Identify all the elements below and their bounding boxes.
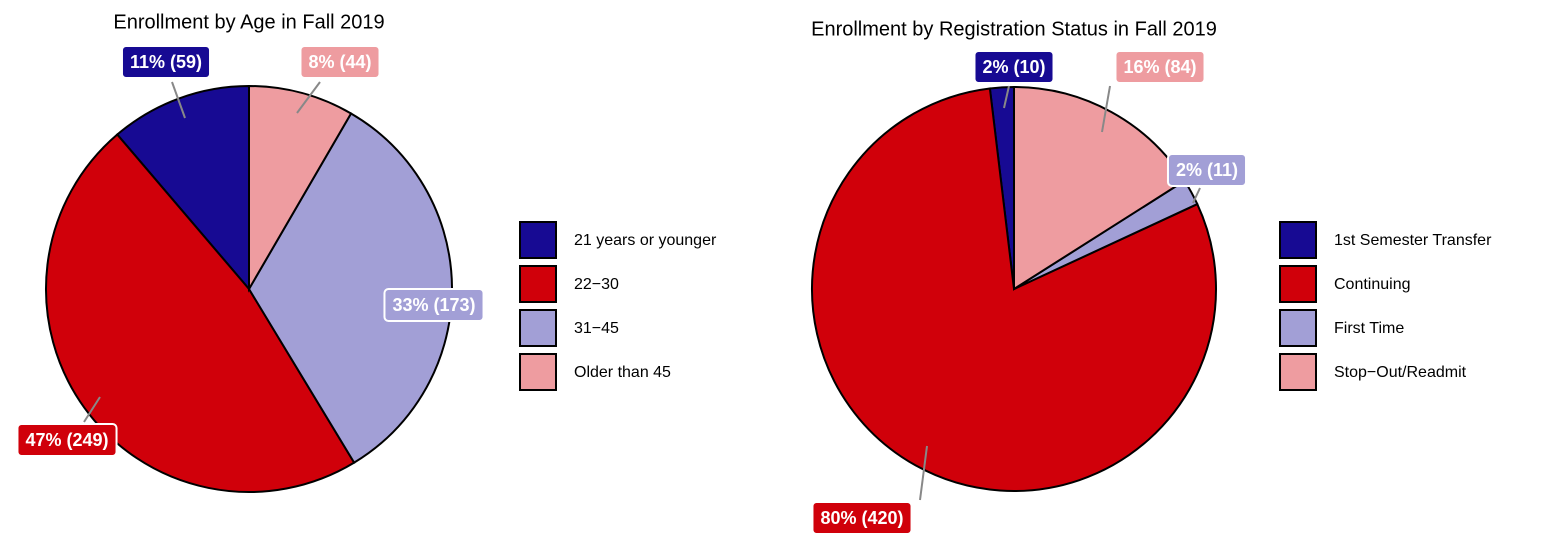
data-label: 2% (11) [1166, 153, 1248, 187]
label-box [1114, 50, 1206, 84]
label-text: 2% (10) [982, 57, 1045, 77]
label-box [16, 423, 118, 457]
leader-line [296, 81, 321, 114]
label-text: 80% (420) [820, 508, 903, 528]
label-text: 8% (44) [308, 52, 371, 72]
legend-swatch [519, 309, 557, 347]
label-box [120, 45, 212, 79]
data-label: 47% (249) [16, 423, 118, 457]
label-box [811, 501, 913, 533]
legend-swatch [1279, 309, 1317, 347]
legend-label: Older than 45 [574, 364, 671, 381]
data-label: 8% (44) [299, 45, 381, 79]
legend-swatch [1279, 265, 1317, 303]
chart-title: Enrollment by Age in Fall 2019 [113, 11, 384, 33]
legend-label: Continuing [1334, 276, 1411, 293]
legend-swatch [519, 221, 557, 259]
chart-title: Enrollment by Registration Status in Fal… [811, 18, 1217, 40]
leader-line [1101, 85, 1111, 133]
label-box [299, 45, 381, 79]
leader-line [83, 396, 101, 423]
data-label: 80% (420) [811, 501, 913, 533]
label-box [383, 288, 485, 322]
legend-swatch [519, 353, 557, 391]
legend-swatch [519, 265, 557, 303]
legend-label: 22−30 [574, 276, 619, 293]
legend-swatch [1279, 221, 1317, 259]
pie-slice [45, 133, 356, 493]
data-label: 11% (59) [120, 45, 212, 79]
legend-label: 31−45 [574, 320, 619, 337]
label-box [1166, 153, 1248, 187]
legend-swatch [1279, 353, 1317, 391]
leader-line [1003, 85, 1010, 109]
leader-line [171, 81, 186, 119]
leader-line [1192, 187, 1201, 204]
data-label: 16% (84) [1114, 50, 1206, 84]
legend-label: 1st Semester Transfer [1334, 232, 1492, 249]
legend-label: First Time [1334, 320, 1404, 337]
data-label: 2% (10) [973, 50, 1055, 84]
pie-slice [248, 84, 353, 293]
label-text: 33% (173) [392, 295, 475, 315]
label-text: 16% (84) [1123, 57, 1196, 77]
pie-slice [247, 112, 453, 465]
legend-label: 21 years or younger [574, 232, 717, 249]
data-label: 33% (173) [383, 288, 485, 322]
leader-line [919, 445, 928, 501]
label-text: 11% (59) [130, 52, 202, 72]
legend-label: Stop−Out/Readmit [1334, 364, 1467, 381]
label-text: 2% (11) [1176, 160, 1238, 180]
label-text: 47% (249) [25, 430, 108, 450]
label-box [973, 50, 1055, 84]
